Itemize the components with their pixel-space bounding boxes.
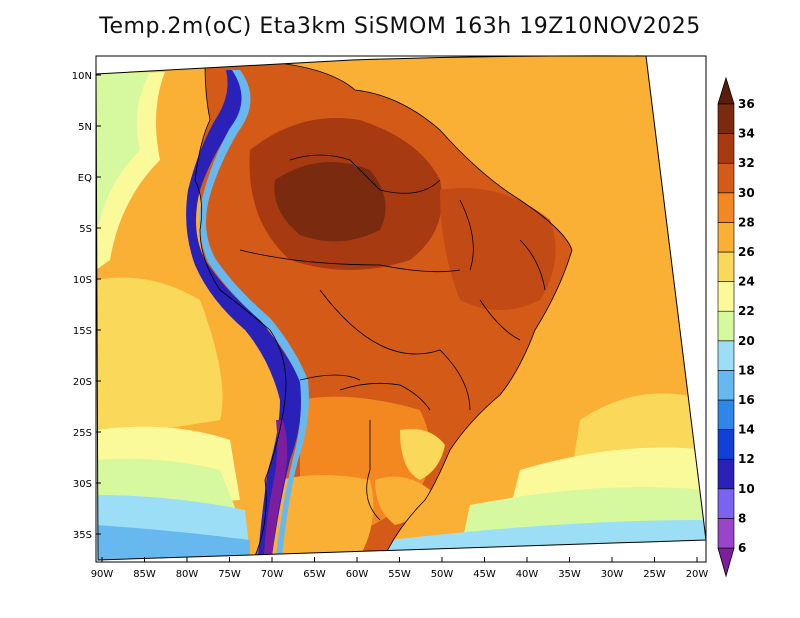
lon-tick-label: 40W <box>516 569 539 580</box>
lon-tick-label: 85W <box>133 569 156 580</box>
colorbar-segment <box>717 103 735 134</box>
lat-tick-label: 30S <box>73 479 92 490</box>
colorbar-segment <box>717 488 735 519</box>
uruguay-region <box>375 476 430 525</box>
plot-frame <box>95 55 707 563</box>
northeast-brazil-region <box>440 188 556 310</box>
lon-tick-label: 35W <box>558 569 581 580</box>
lat-tick-label: 10N <box>72 71 92 82</box>
amazon-hottest-core <box>274 162 386 242</box>
colorbar-segment <box>717 458 735 490</box>
colorbar-segment <box>717 192 735 223</box>
lon-tick-label: 25W <box>643 569 666 580</box>
colorbar-label: 36 <box>738 97 755 111</box>
lon-tick-label: 65W <box>303 569 326 580</box>
colorbar: 6 8 10 12 14 16 18 20 22 24 26 28 30 32 34 36 <box>717 76 755 578</box>
colorbar-segment <box>717 340 735 371</box>
map-domain <box>96 55 706 560</box>
lon-tick-label: 55W <box>388 569 411 580</box>
colorbar-label: 16 <box>738 393 755 407</box>
colorbar-label: 24 <box>738 275 755 289</box>
colorbar-segment <box>717 429 735 460</box>
lon-tick-label: 45W <box>473 569 496 580</box>
lat-tick-label: 35S <box>73 530 92 541</box>
colorbar-bottom-arrow <box>717 547 735 578</box>
lat-tick-label: 5S <box>79 224 92 235</box>
lon-tick-label: 90W <box>91 569 114 580</box>
colorbar-label: 26 <box>738 245 755 259</box>
colorbar-label: 30 <box>738 186 755 200</box>
colorbar-segment <box>717 518 735 549</box>
south-brazil-cool-region <box>400 429 445 480</box>
colorbar-segment <box>717 133 735 164</box>
lon-tick-label: 20W <box>686 569 709 580</box>
lat-tick-label: 5N <box>78 122 92 133</box>
colorbar-segment <box>717 281 735 312</box>
colorbar-label: 18 <box>738 363 755 377</box>
latitude-axis: 10N 5N EQ 5S 10S 15S 20S 25S 30S 35S <box>72 71 101 541</box>
lon-tick-label: 30W <box>601 569 624 580</box>
lat-tick-label: 25S <box>73 428 92 439</box>
colorbar-label: 6 <box>738 541 746 555</box>
colorbar-segment <box>717 370 735 401</box>
lon-tick-label: 60W <box>346 569 369 580</box>
colorbar-label: 10 <box>738 482 755 496</box>
longitude-axis: 90W 85W 80W 75W 70W 65W 60W 55W 50W 45W 40W 35W 30W 2… <box>91 557 709 580</box>
lat-tick-label: EQ <box>78 173 92 184</box>
lon-tick-label: 50W <box>431 569 454 580</box>
ocean-band-pacific-green <box>96 72 150 230</box>
colorbar-label: 14 <box>738 423 755 437</box>
lon-tick-label: 70W <box>261 569 284 580</box>
colorbar-segment <box>717 310 735 342</box>
colorbar-label: 12 <box>738 452 755 466</box>
colorbar-label: 8 <box>738 511 746 525</box>
lon-tick-label: 80W <box>176 569 199 580</box>
lon-tick-label: 75W <box>218 569 241 580</box>
lat-tick-label: 20S <box>73 377 92 388</box>
lat-tick-label: 10S <box>73 275 92 286</box>
colorbar-segment <box>717 251 735 282</box>
colorbar-label: 20 <box>738 334 755 348</box>
colorbar-segment <box>717 222 735 253</box>
lat-tick-label: 15S <box>73 326 92 337</box>
colorbar-segment <box>717 399 735 430</box>
colorbar-label: 34 <box>738 127 755 141</box>
colorbar-segment <box>717 162 735 194</box>
colorbar-top-arrow <box>717 76 735 105</box>
country-borders <box>194 61 573 557</box>
colorbar-label: 28 <box>738 215 755 229</box>
andes-transition-strip <box>199 70 309 556</box>
ocean-band-pacific-yellow <box>96 277 223 440</box>
ocean-band-pacific-coldest <box>96 525 250 560</box>
map-title: Temp.2m(oC) Eta3km SiSMOM 163h 19Z10NOV2… <box>99 14 701 39</box>
andes-cold-strip <box>186 70 302 556</box>
colorbar-label: 32 <box>738 156 755 170</box>
colorbar-label: 22 <box>738 304 755 318</box>
andes-coldest-core <box>264 420 288 556</box>
